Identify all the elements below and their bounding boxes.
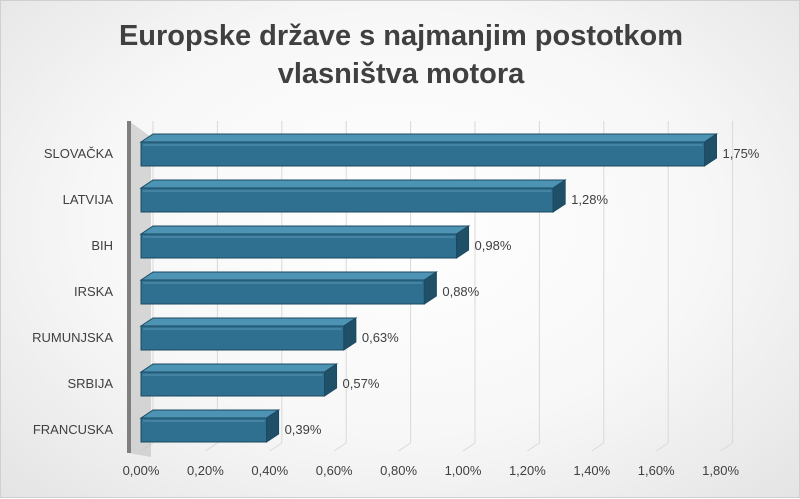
gridline-floor	[398, 442, 411, 452]
bar-side	[704, 133, 717, 167]
bar-top	[139, 363, 339, 373]
x-tick-label: 0,40%	[251, 463, 288, 478]
data-label: 0,98%	[475, 238, 512, 253]
bar-top	[139, 179, 567, 189]
x-tick-label: 0,20%	[187, 463, 224, 478]
bar-front	[140, 233, 458, 259]
bar-side	[423, 271, 437, 305]
x-tick-label: 1,20%	[509, 463, 546, 478]
category-label: RUMUNJSKA	[32, 330, 113, 345]
category-label: FRANCUSKA	[33, 422, 114, 437]
bar-side	[266, 409, 280, 443]
bar-front	[140, 417, 268, 443]
gridline-floor	[720, 442, 733, 452]
data-label: 1,28%	[571, 192, 608, 207]
x-tick-label: 1,80%	[702, 463, 739, 478]
bar-top	[139, 409, 281, 419]
bar-front	[140, 325, 345, 351]
x-tick-label: 0,80%	[380, 463, 417, 478]
bar-top	[139, 133, 719, 143]
category-label: BIH	[91, 238, 113, 253]
gridline-floor	[591, 442, 605, 452]
bar-side	[343, 317, 357, 351]
gridline-floor	[269, 442, 283, 452]
data-label: 0,88%	[442, 284, 479, 299]
bar-front	[140, 279, 425, 305]
gridline-floor	[527, 442, 540, 452]
gridline-floor	[205, 442, 218, 452]
category-label: IRSKA	[74, 284, 113, 299]
category-label: SLOVAČKA	[44, 146, 113, 161]
data-label: 0,63%	[362, 330, 399, 345]
x-tick-label: 0,60%	[316, 463, 353, 478]
gridline-floor	[333, 442, 347, 452]
gridline-floor	[462, 442, 476, 452]
bar-side	[552, 179, 566, 213]
category-label: SRBIJA	[67, 376, 113, 391]
axis-wall	[127, 121, 131, 453]
x-tick-label: 1,60%	[638, 463, 675, 478]
gridline-floor	[655, 442, 669, 452]
bar-front	[140, 141, 705, 167]
bar-side	[324, 363, 338, 397]
x-tick-label: 1,40%	[573, 463, 610, 478]
bar-front	[140, 187, 554, 213]
x-tick-label: 1,00%	[445, 463, 482, 478]
data-label: 1,75%	[723, 146, 760, 161]
bar-top	[139, 271, 439, 281]
category-label: LATVIJA	[63, 192, 114, 207]
bar-front	[140, 371, 326, 397]
data-label: 0,39%	[285, 422, 322, 437]
bar-top	[139, 225, 471, 235]
bar-top	[139, 317, 358, 327]
chart-title: Europske države s najmanjim postotkom vl…	[118, 20, 684, 90]
bar-side	[456, 225, 470, 259]
x-tick-label: 0,00%	[123, 463, 160, 478]
data-label: 0,57%	[343, 376, 380, 391]
